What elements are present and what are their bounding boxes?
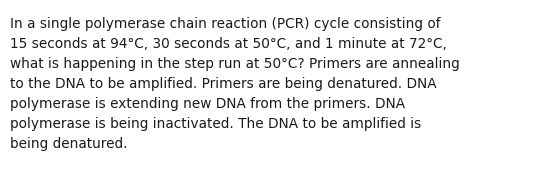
Text: In a single polymerase chain reaction (PCR) cycle consisting of
15 seconds at 94: In a single polymerase chain reaction (P… <box>10 17 460 151</box>
